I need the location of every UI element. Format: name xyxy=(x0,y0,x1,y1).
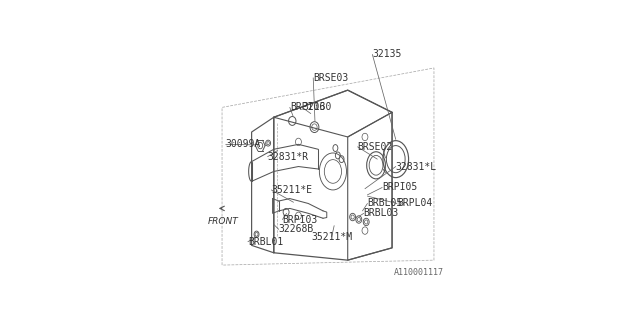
Text: BRSE03: BRSE03 xyxy=(313,73,348,83)
Text: 35211*M: 35211*M xyxy=(311,232,352,242)
Text: BRBL05: BRBL05 xyxy=(367,198,403,209)
Text: BRPL04: BRPL04 xyxy=(397,198,432,209)
Text: BRBL01: BRBL01 xyxy=(248,237,283,247)
Text: FRONT: FRONT xyxy=(208,217,239,226)
Text: A110001117: A110001117 xyxy=(394,268,444,277)
Text: BRPI05: BRPI05 xyxy=(382,182,417,192)
Text: BRBL03: BRBL03 xyxy=(364,208,399,218)
Text: 32135: 32135 xyxy=(372,49,402,60)
Text: BRPI06: BRPI06 xyxy=(290,102,325,112)
Text: BRPI03: BRPI03 xyxy=(282,214,317,225)
Text: BRSE02: BRSE02 xyxy=(358,142,393,152)
Text: 32268B: 32268B xyxy=(279,224,314,234)
Text: 32130: 32130 xyxy=(302,102,332,112)
Text: 30099A: 30099A xyxy=(226,139,261,149)
Text: 32831*L: 32831*L xyxy=(396,162,437,172)
Text: 32831*R: 32831*R xyxy=(268,152,308,162)
Text: 35211*E: 35211*E xyxy=(271,185,312,195)
